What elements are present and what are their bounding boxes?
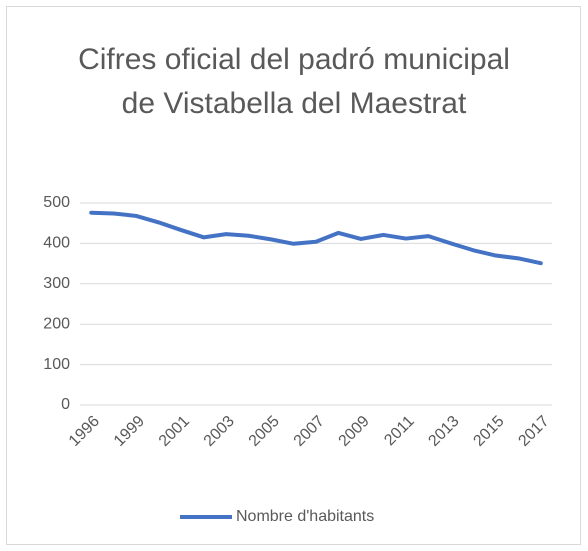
chart-border [6, 6, 581, 545]
y-tick-label: 200 [43, 315, 70, 332]
y-tick-label: 0 [61, 396, 70, 413]
legend-label: Nombre d'habitants [236, 508, 374, 525]
y-tick-label: 500 [43, 194, 70, 211]
y-tick-label: 300 [43, 275, 70, 292]
chart-title: Cifres oficial del padró municipal de Vi… [78, 43, 510, 120]
y-tick-label: 400 [43, 235, 70, 252]
y-tick-label: 100 [43, 356, 70, 373]
series-line [89, 210, 543, 266]
